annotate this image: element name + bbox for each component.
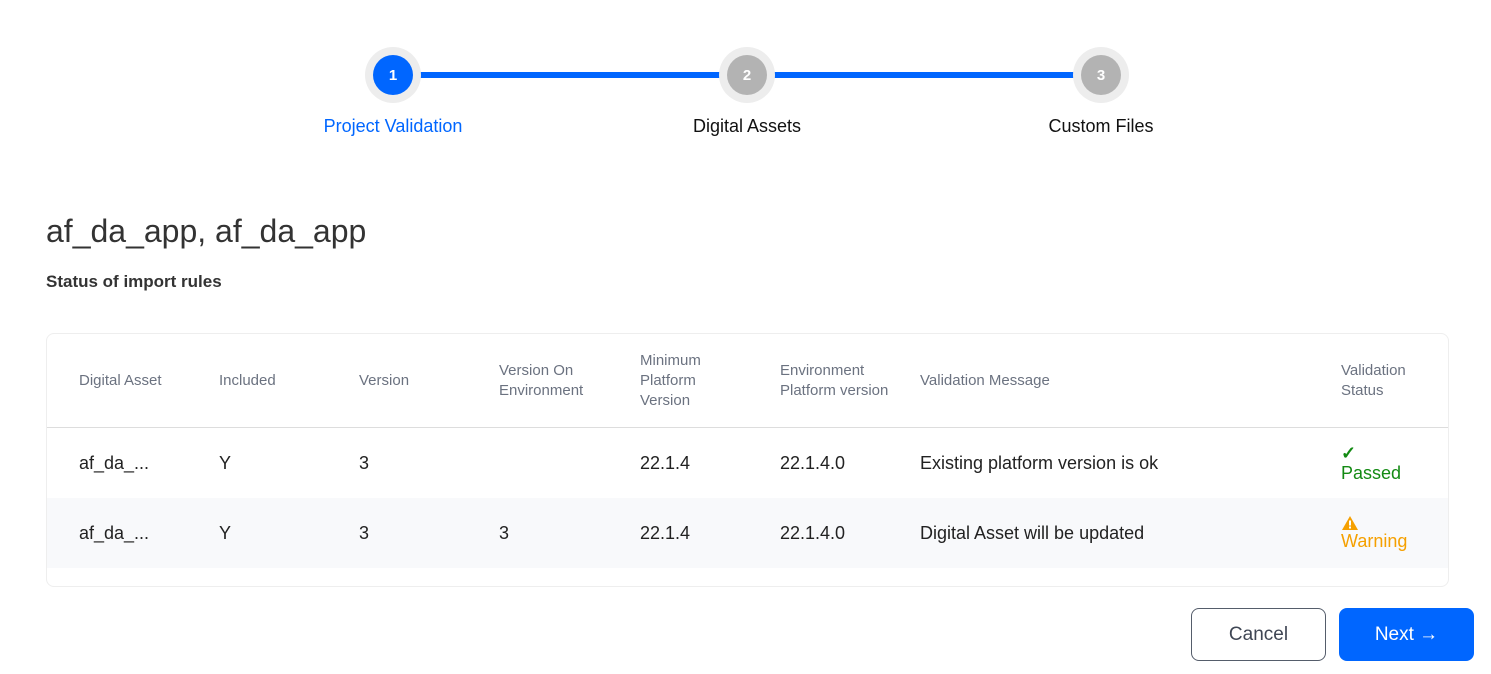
included-cell: Y: [219, 452, 232, 473]
message-cell: Digital Asset will be updated: [920, 522, 1145, 543]
asset-cell: af_da_...: [79, 452, 150, 473]
message-cell: Existing platform version is ok: [920, 452, 1159, 473]
env-platform-cell: 22.1.4.0: [780, 522, 846, 543]
page-subtitle: Status of import rules: [46, 272, 222, 291]
column-header: Minimum Platform Version: [640, 351, 701, 409]
asset-cell: af_da_...: [79, 522, 150, 543]
column-header: Included: [219, 371, 276, 389]
column-header: Version On Environment: [499, 361, 584, 399]
step-number: 3: [1081, 55, 1121, 95]
step-2-label: Digital Assets: [692, 116, 802, 136]
version-cell: 3: [359, 522, 370, 543]
step-number: 1: [373, 55, 413, 95]
table-row: af_da_... Y 3 3 22.1.4 22.1.4.0 Digital …: [47, 498, 1448, 568]
env-platform-cell: 22.1.4.0: [780, 452, 846, 473]
check-icon: ✓: [1341, 443, 1357, 463]
cancel-button[interactable]: Cancel: [1191, 608, 1326, 661]
table-row: af_da_... Y 3 22.1.4 22.1.4.0 Existing p…: [47, 428, 1448, 498]
status-badge: Warning: [1341, 498, 1407, 568]
warning-icon: [1342, 516, 1358, 530]
status-badge: ✓ Passed: [1341, 428, 1401, 498]
column-header: Digital Asset: [79, 371, 162, 389]
version-env-cell: 3: [499, 522, 510, 543]
step-2-indicator: 2: [719, 47, 775, 103]
import-rules-table: Digital Asset Included Version Version O…: [46, 333, 1449, 587]
status-text: Warning: [1341, 531, 1408, 551]
page-title: af_da_app, af_da_app: [46, 213, 367, 249]
column-header: Validation Message: [920, 371, 1050, 389]
min-platform-cell: 22.1.4: [640, 522, 691, 543]
column-header: Validation Status: [1341, 361, 1406, 399]
column-header: Environment Platform version: [780, 361, 889, 399]
included-cell: Y: [219, 522, 232, 543]
status-text: Passed: [1341, 463, 1402, 483]
step-3-label: Custom Files: [1048, 116, 1154, 136]
column-header: Version: [359, 371, 410, 389]
step-number: 2: [727, 55, 767, 95]
version-cell: 3: [359, 452, 370, 473]
step-1-indicator: 1: [365, 47, 421, 103]
next-button[interactable]: Next →: [1339, 608, 1474, 661]
step-1-label: Project Validation: [323, 116, 463, 136]
min-platform-cell: 22.1.4: [640, 452, 691, 473]
table-header: Digital Asset Included Version Version O…: [47, 334, 1448, 428]
step-3-indicator: 3: [1073, 47, 1129, 103]
